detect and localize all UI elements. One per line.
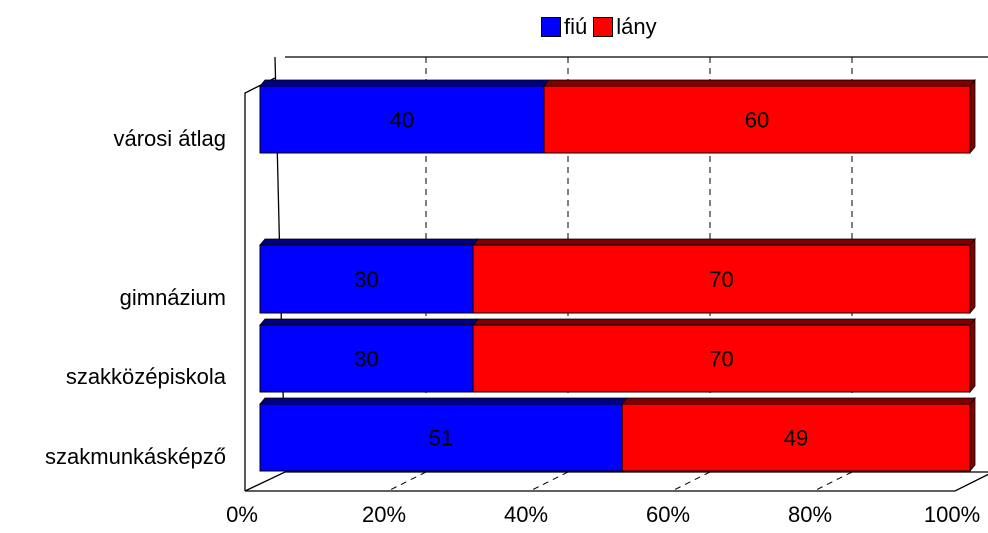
chart-floor	[244, 471, 988, 492]
bar-value-label: 30	[354, 347, 378, 372]
x-tick-label: 80%	[788, 502, 832, 527]
bar-segment	[259, 324, 474, 393]
bar-segment	[259, 244, 474, 314]
x-tick-label: 20%	[362, 502, 406, 527]
legend-item-fiu: fiú	[541, 14, 587, 40]
bar-top-face	[259, 318, 479, 326]
legend-label-fiu: fiú	[564, 14, 588, 39]
bar-top-face	[472, 318, 976, 326]
bar-side-face	[969, 317, 976, 394]
bar-side-face	[969, 396, 976, 473]
legend-label-lany: lány	[616, 14, 657, 39]
bar-segment	[472, 244, 971, 314]
category-label: városi átlag	[113, 126, 226, 151]
bar-value-label: 60	[745, 108, 769, 133]
floor-gridline	[671, 471, 711, 492]
bar-value-label: 40	[390, 108, 414, 133]
x-tick-label: 0%	[226, 502, 258, 527]
bar-segment	[259, 403, 623, 472]
floor-gridline	[813, 471, 853, 492]
bar-side-face	[969, 237, 976, 315]
bar-top-face	[621, 397, 976, 405]
floor-gridline	[387, 471, 427, 492]
legend-item-lany: lány	[593, 14, 657, 40]
bar-segment	[543, 85, 971, 154]
bar-top-face	[259, 397, 628, 405]
x-tick-label: 60%	[646, 502, 690, 527]
legend-swatch-fiu	[541, 17, 561, 37]
bar-top-face	[259, 238, 479, 246]
bar-segment	[259, 85, 545, 154]
x-tick-label: 40%	[504, 502, 548, 527]
category-label: szakmunkásképző	[45, 444, 226, 469]
bar-value-label: 70	[709, 267, 733, 292]
category-label: gimnázium	[120, 285, 226, 310]
legend-swatch-lany	[593, 17, 614, 37]
bar-side-face	[969, 78, 976, 155]
bar-value-label: 30	[354, 267, 378, 292]
bar-segment	[472, 324, 971, 393]
bar-value-label: 51	[429, 426, 453, 451]
bar-top-face	[543, 79, 976, 87]
bar-segment	[621, 403, 971, 472]
bar-value-label: 49	[784, 426, 808, 451]
chart-legend: fiú lány	[541, 14, 663, 40]
floor-gridline	[529, 471, 569, 492]
bar-top-face	[259, 79, 550, 87]
category-label: szakközépiskola	[66, 364, 227, 389]
bar-top-face	[472, 238, 976, 246]
bar-value-label: 70	[709, 347, 733, 372]
x-tick-label: 100%	[924, 502, 980, 527]
